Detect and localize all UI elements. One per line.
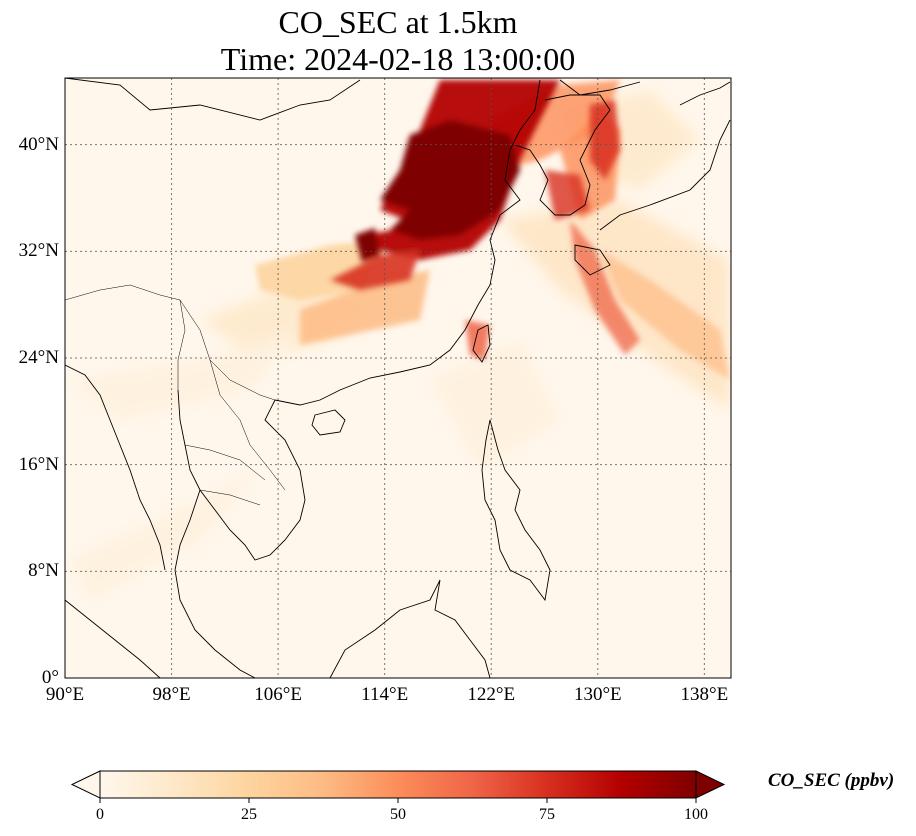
lon-tick-label: 122°E [467,684,516,705]
colorbar-tick-label: 0 [96,806,104,823]
colorbar-tick-marks [99,798,697,803]
lon-tick-label: 98°E [152,684,191,705]
lon-tick-label: 130°E [573,684,622,705]
colorbar-tick-label: 50 [390,806,406,823]
colorbar-tick-label: 100 [684,806,708,823]
lon-tick-label: 106°E [254,684,302,705]
colorbar-min-extend [70,770,101,799]
colorbar-tick-label: 75 [539,806,555,823]
lat-tick-label: 8°N [28,560,59,582]
colorbar-tick-label: 25 [241,806,257,823]
lat-tick-label: 40°N [18,133,59,155]
lat-tick-label: 16°N [18,453,59,475]
colorbar-max-extend [695,770,726,799]
colorbar-gradient [100,771,696,798]
coastlines [65,78,731,678]
colorbar-label: CO_SEC (ppbv) [768,770,895,791]
gridlines [64,78,731,679]
lon-tick-label: 138°E [680,684,729,705]
lon-tick-label: 90°E [45,684,85,705]
co-field-plume-core [330,80,620,290]
lat-tick-label: 32°N [18,240,59,262]
map-subtitle-time: Time: 2024-02-18 13:00:00 [220,41,576,77]
co-field-plume-medium [255,80,730,380]
map-frame [64,77,732,679]
map-title: CO_SEC at 1.5km [278,4,518,40]
lat-tick-label: 24°N [18,347,59,368]
lat-tick-label: 0° [41,667,59,688]
lon-tick-label: 114°E [361,684,409,705]
country-borders [65,284,286,506]
